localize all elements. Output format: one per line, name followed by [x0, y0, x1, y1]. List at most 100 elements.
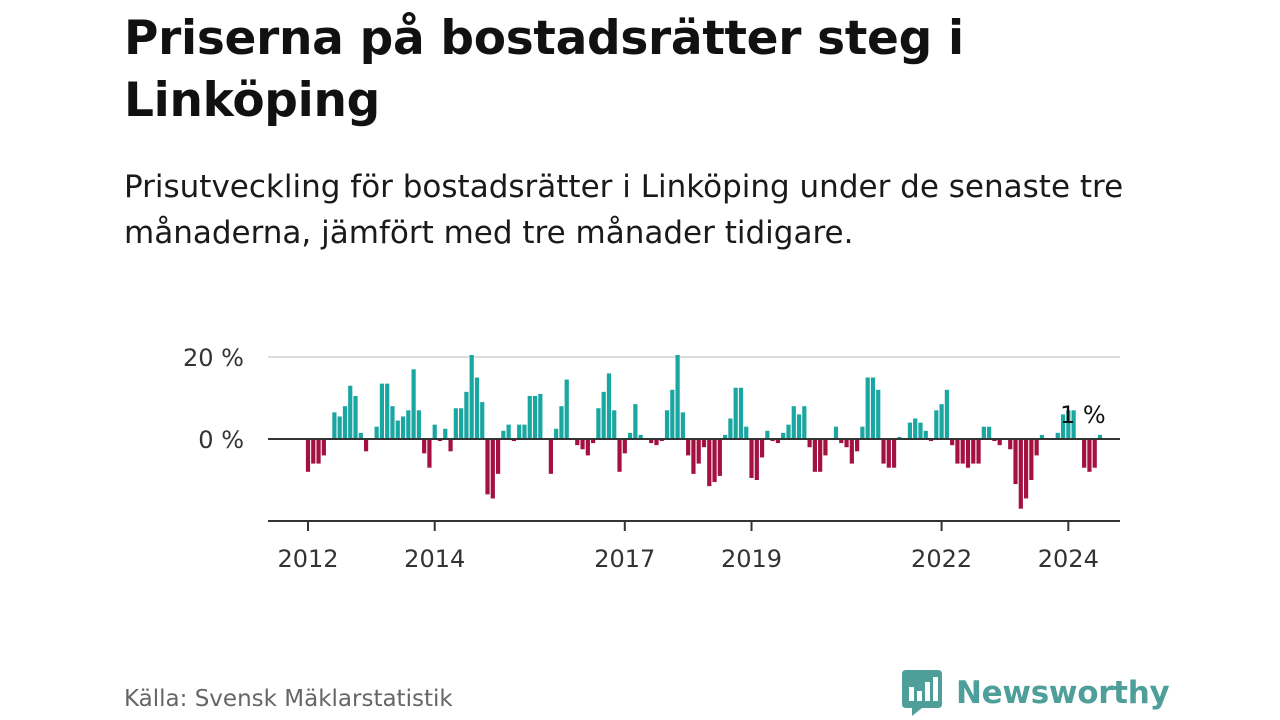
bar	[786, 424, 791, 439]
x-tick-label: 2014	[404, 545, 465, 573]
bar	[612, 410, 617, 439]
bar	[554, 428, 559, 439]
bar	[448, 439, 453, 452]
bar	[649, 439, 654, 444]
bar	[759, 439, 765, 458]
bar	[913, 418, 918, 439]
bar	[617, 439, 622, 472]
bar	[627, 432, 633, 439]
bar	[812, 439, 817, 472]
bar	[791, 406, 796, 439]
bar	[807, 439, 812, 448]
bar	[823, 439, 828, 456]
bar	[670, 389, 675, 439]
bar	[918, 422, 923, 439]
bar	[934, 410, 939, 439]
bar	[675, 354, 680, 439]
bar	[849, 439, 854, 464]
bar	[971, 439, 976, 464]
bar	[1071, 410, 1076, 439]
bar	[1013, 439, 1018, 485]
bar	[1060, 414, 1066, 439]
x-tick-label: 2022	[911, 545, 972, 573]
brand-name: Newsworthy	[956, 675, 1170, 711]
bar	[923, 430, 928, 439]
x-tick-label: 2024	[1038, 545, 1099, 573]
bar	[981, 426, 986, 439]
bar	[427, 439, 432, 468]
bar	[717, 439, 722, 476]
bar	[876, 389, 881, 439]
bar	[1018, 439, 1023, 509]
bar	[400, 416, 406, 439]
bar	[775, 439, 781, 444]
bar	[443, 428, 448, 439]
bar	[818, 439, 823, 472]
bar	[506, 424, 511, 439]
bar	[992, 439, 997, 442]
bar-series	[305, 354, 1103, 509]
bar	[897, 436, 902, 439]
bar-chart-logo-icon	[902, 670, 942, 716]
bar	[332, 412, 337, 439]
bar	[870, 377, 876, 439]
bar	[305, 439, 311, 472]
bar	[395, 420, 400, 439]
bar	[1082, 439, 1087, 468]
bar	[469, 354, 474, 439]
bar	[839, 439, 844, 444]
bar	[860, 426, 865, 439]
bar	[891, 439, 897, 468]
bar	[485, 439, 490, 495]
bar	[960, 439, 965, 464]
bar	[358, 432, 363, 439]
bar	[744, 426, 749, 439]
bar	[564, 379, 569, 439]
bar	[770, 439, 775, 442]
bar	[390, 406, 395, 439]
bar	[802, 406, 807, 439]
bar	[749, 439, 754, 478]
bar	[638, 434, 643, 439]
bar	[459, 408, 464, 439]
bar	[1092, 439, 1097, 468]
bar	[712, 439, 717, 483]
bar	[865, 377, 870, 439]
bar	[654, 439, 659, 446]
bar	[580, 439, 585, 450]
y-tick-label: 0 %	[198, 426, 244, 454]
bar	[965, 439, 971, 468]
bar	[559, 406, 564, 439]
bar	[337, 416, 342, 439]
bar	[1087, 439, 1092, 472]
bar	[422, 439, 427, 454]
bar	[701, 439, 707, 448]
bar	[348, 385, 353, 439]
bar	[696, 439, 701, 464]
bar	[1039, 434, 1045, 439]
bar	[321, 439, 326, 456]
bar	[1055, 432, 1060, 439]
bar	[907, 422, 913, 439]
bar	[738, 387, 744, 439]
bar	[406, 410, 411, 439]
bar	[575, 439, 580, 446]
bar	[796, 414, 802, 439]
bar	[707, 439, 712, 487]
bar	[1023, 439, 1029, 499]
bar	[517, 424, 522, 439]
bar	[1066, 410, 1071, 439]
brand-logo: Newsworthy	[902, 670, 1170, 716]
bar	[728, 418, 733, 439]
source-credit: Källa: Svensk Mäklarstatistik	[124, 686, 453, 712]
bar	[511, 439, 517, 442]
bar	[522, 424, 527, 439]
latest-value-label: 1 %	[1060, 401, 1106, 429]
bar	[987, 426, 992, 439]
bar	[1029, 439, 1034, 480]
bar	[416, 410, 421, 439]
bar	[490, 439, 495, 499]
bar	[680, 412, 685, 439]
bar	[342, 406, 348, 439]
